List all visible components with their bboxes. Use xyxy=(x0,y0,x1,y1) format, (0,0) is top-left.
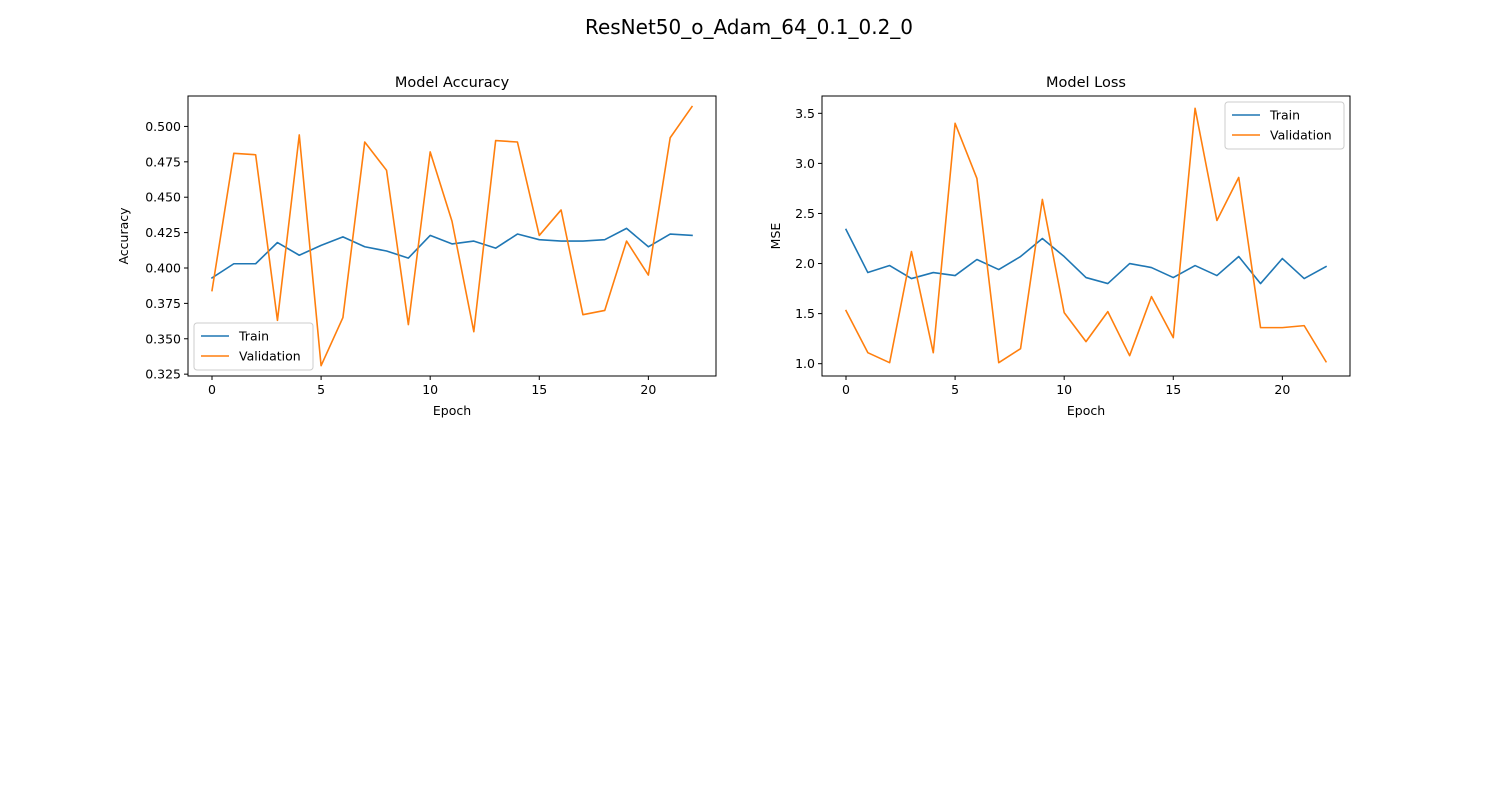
loss-y-axis-label: MSE xyxy=(768,223,783,250)
accuracy-x-tick-label: 0 xyxy=(208,382,216,397)
accuracy-subplot: Model Accuracy 0 5 10 15 20 0.325 0.350 0.375 0.4… xyxy=(116,75,717,418)
loss-y-tick-label: 1.0 xyxy=(795,356,815,371)
accuracy-y-tick-label: 0.450 xyxy=(145,190,181,205)
accuracy-y-tick-label: 0.350 xyxy=(145,331,181,346)
accuracy-legend-label-train: Train xyxy=(238,329,269,344)
loss-legend-label-validation: Validation xyxy=(1270,128,1332,143)
accuracy-x-tick-label: 10 xyxy=(422,382,438,397)
accuracy-x-tick-label: 15 xyxy=(531,382,547,397)
accuracy-legend-label-validation: Validation xyxy=(239,349,301,364)
accuracy-x-axis-label: Epoch xyxy=(433,403,471,418)
loss-subplot: Model Loss 0 5 10 15 20 1.0 1.5 2.0 2.5 3.0 3.5 Epoc… xyxy=(768,75,1351,418)
figure-title: ResNet50_o_Adam_64_0.1_0.2_0 xyxy=(585,15,913,39)
loss-y-tick-label: 2.5 xyxy=(795,206,815,221)
accuracy-y-tick-label: 0.375 xyxy=(145,296,181,311)
accuracy-legend: Train Validation xyxy=(193,322,314,371)
loss-legend: Train Validation xyxy=(1224,101,1345,150)
loss-y-tick-label: 3.5 xyxy=(795,106,815,121)
accuracy-y-tick-label: 0.400 xyxy=(145,260,181,275)
loss-x-axis-label: Epoch xyxy=(1067,403,1105,418)
accuracy-x-tick-label: 5 xyxy=(317,382,325,397)
loss-x-tick-label: 10 xyxy=(1056,382,1072,397)
accuracy-y-tick-label: 0.475 xyxy=(145,154,181,169)
accuracy-legend-box xyxy=(193,322,314,371)
loss-legend-label-train: Train xyxy=(1269,108,1300,123)
loss-x-tick-label: 0 xyxy=(842,382,850,397)
loss-series-validation-line xyxy=(844,107,1328,364)
loss-series-train-line xyxy=(844,228,1328,285)
loss-x-tick-label: 20 xyxy=(1274,382,1290,397)
accuracy-y-tick-label: 0.325 xyxy=(145,367,181,382)
loss-x-tick-label: 5 xyxy=(951,382,959,397)
loss-y-tick-label: 1.5 xyxy=(795,306,815,321)
accuracy-series-train-line xyxy=(210,227,693,280)
accuracy-y-axis-label: Accuracy xyxy=(116,207,131,265)
accuracy-series-validation-line xyxy=(211,105,694,367)
loss-y-tick-label: 2.0 xyxy=(795,256,815,271)
loss-plot-frame xyxy=(821,95,1351,377)
loss-x-tick-label: 15 xyxy=(1165,382,1181,397)
accuracy-y-tick-label: 0.425 xyxy=(145,225,181,240)
accuracy-x-tick-label: 20 xyxy=(640,382,656,397)
accuracy-chart-title: Model Accuracy xyxy=(395,75,510,91)
loss-y-tick-label: 3.0 xyxy=(795,156,815,171)
loss-legend-box xyxy=(1224,101,1345,150)
accuracy-plot-frame xyxy=(187,95,717,377)
loss-chart-title: Model Loss xyxy=(1046,75,1126,91)
accuracy-y-tick-label: 0.500 xyxy=(145,119,181,134)
